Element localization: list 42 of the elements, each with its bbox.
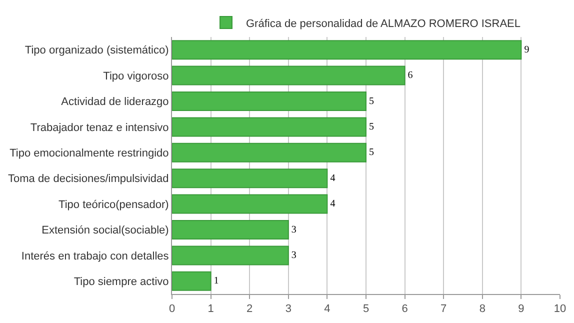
data-label: 4 (330, 198, 336, 210)
data-label: 5 (369, 96, 374, 107)
y-tick-label: Tipo teórico(pensador) (58, 198, 169, 211)
y-tick-label: Extensión social(sociable) (42, 224, 169, 237)
data-label: 3 (291, 224, 296, 236)
x-tick-label: 5 (362, 303, 370, 316)
bar (172, 246, 289, 266)
x-tick-label: 8 (479, 303, 486, 316)
y-tick-label: Tipo emocionalmente restringido (10, 148, 169, 160)
bar (172, 142, 366, 162)
x-tick-label: 6 (402, 303, 408, 316)
y-tick-label: Actividad de liderazgo (61, 96, 169, 108)
x-tick-label: 9 (518, 303, 524, 316)
bar (172, 66, 406, 86)
y-tick-label: Toma de decisiones/impulsividad (8, 173, 169, 186)
x-tick-label: 0 (168, 303, 176, 316)
x-tick-label: 1 (208, 303, 214, 316)
y-tick-label: Trabajador tenaz e intensivo (30, 122, 169, 134)
bar (172, 40, 522, 60)
bar (172, 271, 212, 291)
y-tick-label: Interés en trabajo con detalles (21, 250, 170, 262)
bar (172, 168, 328, 188)
bar (172, 117, 366, 137)
y-tick-label: Tipo vigoroso (103, 70, 169, 82)
data-label: 9 (524, 44, 530, 56)
data-label: 5 (369, 121, 374, 132)
data-label: 3 (291, 250, 296, 261)
bar (172, 92, 366, 111)
x-tick-label: 4 (324, 303, 330, 316)
legend-label: Gráfica de personalidad de ALMAZO ROMERO ISRAEL (246, 18, 521, 30)
data-label: 5 (369, 147, 374, 158)
x-tick-label: 7 (440, 303, 447, 316)
bar (172, 194, 328, 214)
x-tick-label: 2 (246, 303, 253, 316)
y-tick-label: Tipo siempre activo (74, 276, 169, 288)
y-tick-label: Tipo organizado (sistemático) (24, 44, 169, 57)
data-label: 4 (330, 172, 336, 184)
data-label: 6 (408, 70, 413, 82)
bar (172, 220, 289, 240)
x-tick-label: 10 (554, 303, 566, 316)
data-label: 1 (214, 276, 219, 287)
x-tick-label: 3 (285, 303, 292, 316)
